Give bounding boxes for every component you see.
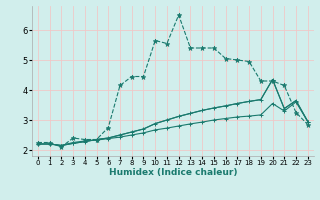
X-axis label: Humidex (Indice chaleur): Humidex (Indice chaleur) (108, 168, 237, 177)
